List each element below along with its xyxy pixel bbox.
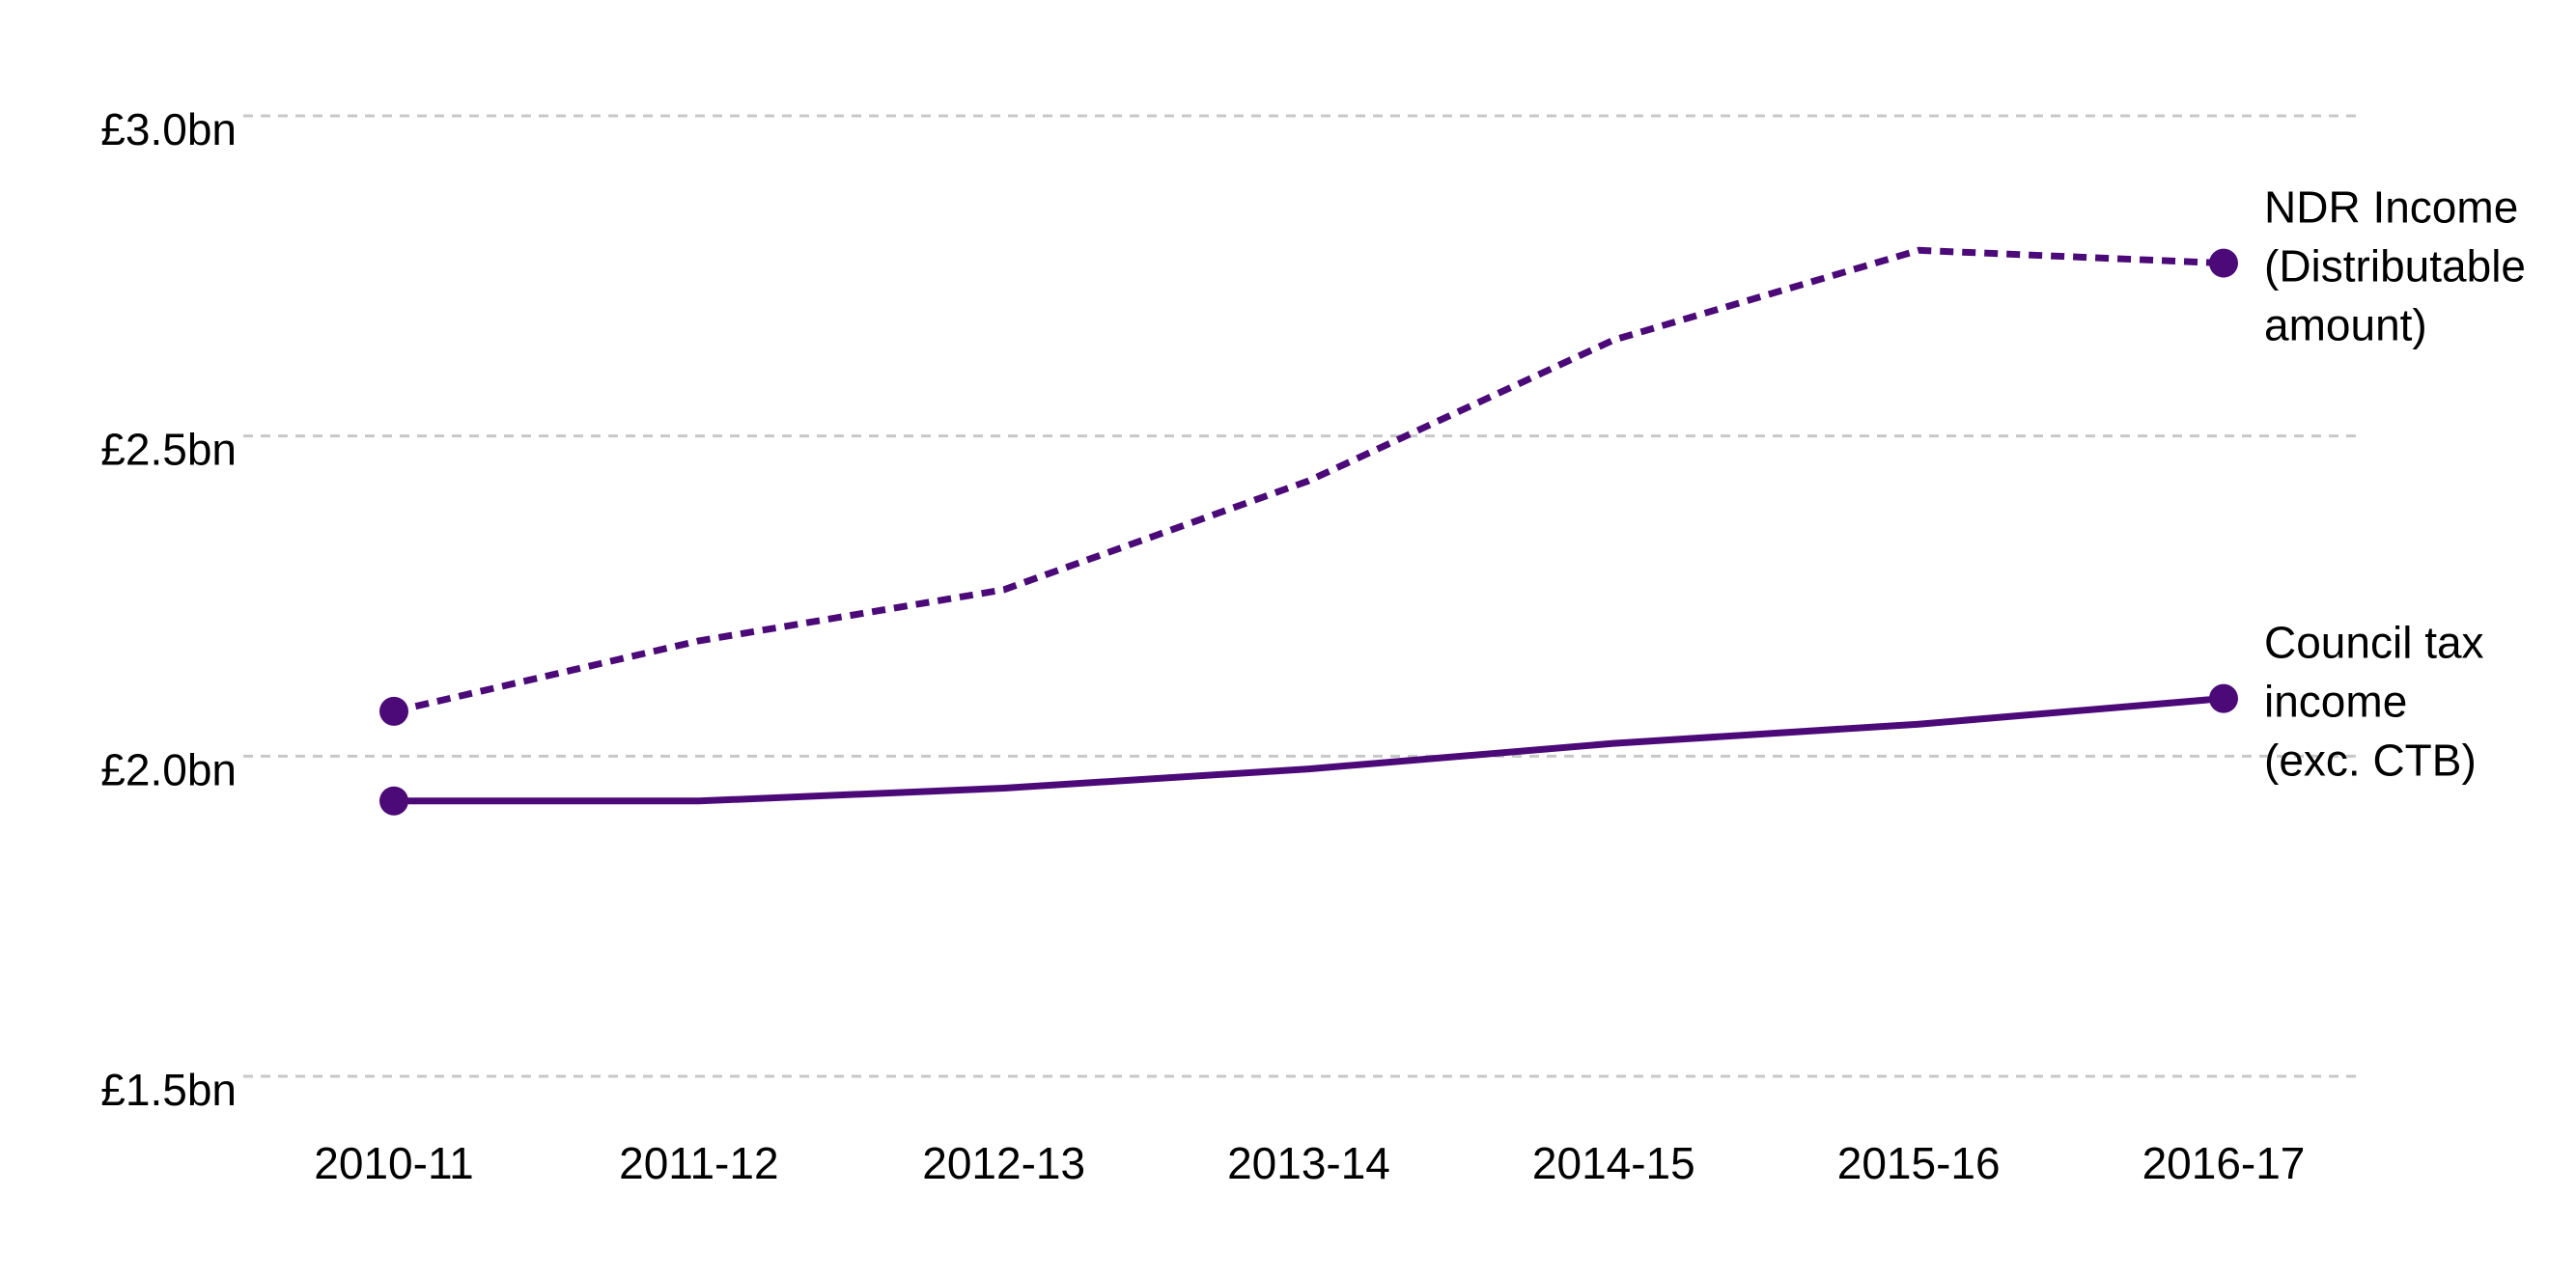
x-tick-label: 2010-11: [314, 1138, 473, 1188]
x-tick-label: 2016-17: [2142, 1138, 2306, 1188]
council_tax-series-label: Council tax income (exc. CTB): [2264, 618, 2484, 786]
y-axis: £3.0bn £2.5bn £2.0bn £1.5bn: [100, 104, 237, 1115]
y-tick-label: £3.0bn: [100, 104, 237, 154]
x-tick-label: 2014-15: [1532, 1138, 1695, 1188]
ndr-label-line: (Distributable: [2264, 241, 2526, 292]
ndr-series-label: NDR Income (Distributable amount): [2264, 182, 2526, 350]
ndr-start-marker: [379, 696, 408, 726]
council_tax-label-line: Council tax: [2264, 618, 2484, 668]
gridlines: [243, 114, 2361, 1078]
y-tick-label: £2.0bn: [100, 744, 237, 794]
ndr-label-line: amount): [2264, 300, 2427, 350]
ndr-end-marker: [2209, 248, 2238, 278]
council_tax-label-line: (exc. CTB): [2264, 736, 2477, 786]
x-tick-label: 2011-12: [619, 1138, 778, 1188]
y-tick-label: £1.5bn: [100, 1065, 237, 1115]
council_tax-start-marker: [379, 786, 408, 816]
ndr-label-line: NDR Income: [2264, 182, 2518, 233]
x-tick-label: 2012-13: [922, 1138, 1085, 1188]
y-tick-label: £2.5bn: [100, 425, 237, 475]
council_tax-end-marker: [2209, 683, 2238, 713]
x-tick-label: 2015-16: [1837, 1138, 2001, 1188]
council_tax-line: [394, 695, 2225, 805]
x-axis: 2010-11 2011-12 2012-13 2013-14 2014-15 2015-…: [314, 1138, 2305, 1188]
council_tax-label-line: income: [2264, 677, 2407, 727]
series-labels: NDR Income (Distributable amount) Council t…: [2264, 182, 2526, 786]
series-lines: [379, 246, 2238, 816]
ndr-line: [393, 246, 2225, 715]
x-tick-label: 2013-14: [1227, 1138, 1390, 1188]
